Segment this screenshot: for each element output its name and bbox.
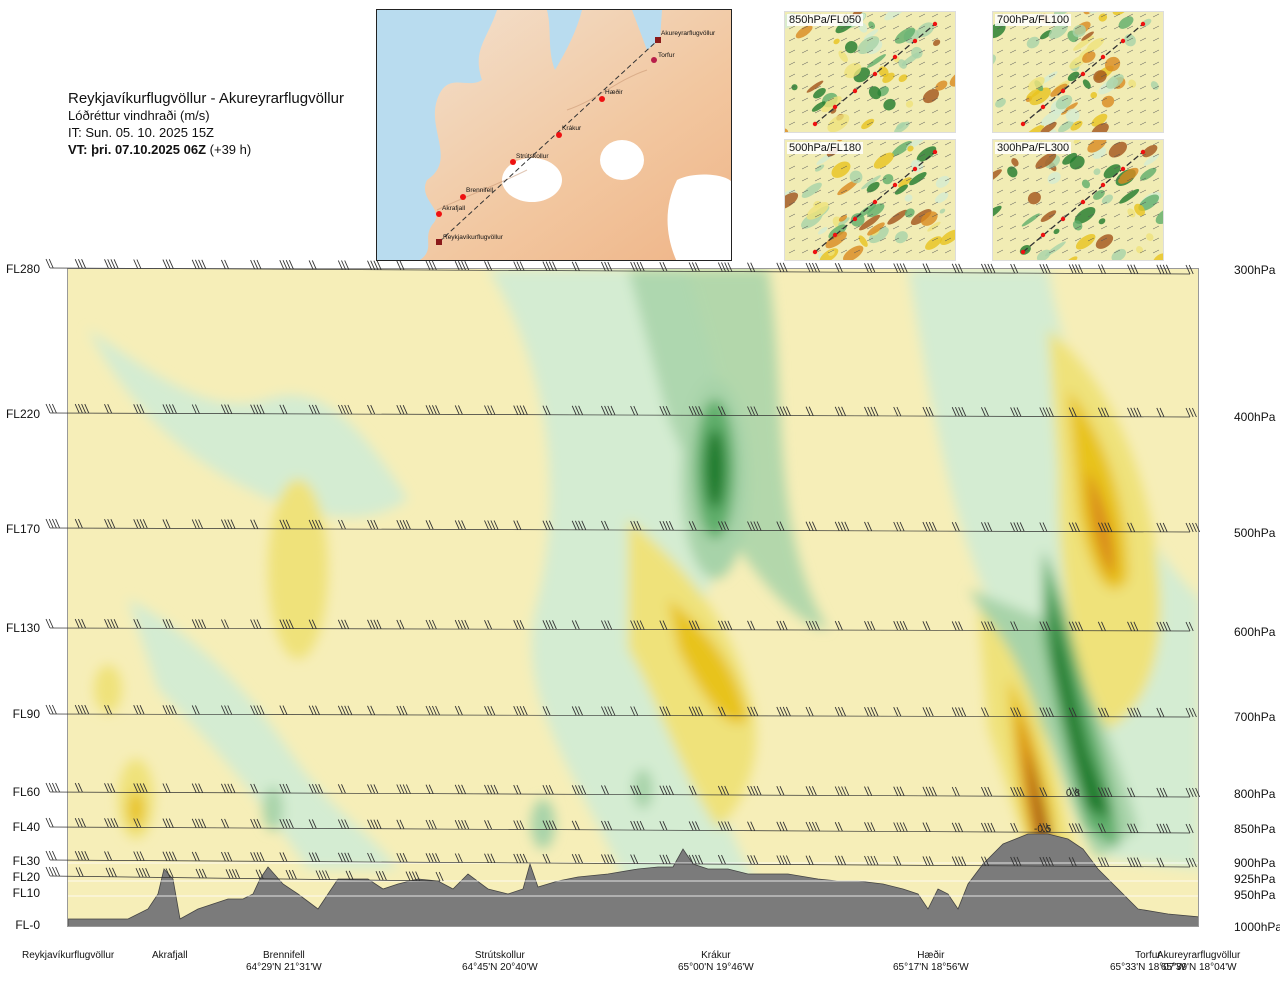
pressure-label-700: 700hPa	[1234, 710, 1276, 724]
parameter-label: Lóðréttur vindhraði (m/s)	[68, 108, 210, 123]
pressure-label-400: 400hPa	[1234, 410, 1276, 424]
wind-barb-row	[45, 866, 444, 882]
thumbnail-300hpa-label: 300hPa/FL300	[995, 142, 1072, 154]
map-station-haedir: Hæðir	[605, 88, 624, 96]
location-krakur: Krákur 65°00'N 19°46'W	[678, 950, 754, 973]
thumbnail-850hpa[interactable]: 850hPa/FL050	[784, 11, 956, 133]
pressure-label-300: 300hPa	[1234, 263, 1276, 277]
map-station-strutskollur: Strútskollur	[516, 153, 549, 160]
pressure-label-900: 900hPa	[1234, 856, 1276, 870]
thumbnail-850hpa-label: 850hPa/FL050	[787, 14, 864, 26]
location-akureyri: Akureyrarflugvöllur 65°39'N 18°04'W	[1157, 950, 1241, 973]
map-station-labels: Akureyrarflugvöllur Torfur Hæðir Krákur …	[442, 30, 716, 241]
fl-label-220: FL220	[5, 407, 40, 421]
wind-barb-row	[45, 403, 1197, 418]
map-station-akureyri: Akureyrarflugvöllur	[661, 30, 716, 37]
pressure-label-925: 925hPa	[1234, 872, 1276, 886]
route-title: Reykjavíkurflugvöllur - Akureyrarflugvöl…	[68, 90, 344, 107]
wind-barb-row	[45, 258, 1194, 275]
map-station-torfur: Torfur	[658, 52, 675, 59]
thumbnail-500hpa-label: 500hPa/FL180	[787, 142, 864, 154]
location-brennifell: Brennifell 64°29'N 21°31'W	[246, 950, 322, 973]
fl-label-280: FL280	[5, 262, 40, 276]
thumbnail-700hpa-label: 700hPa/FL100	[995, 14, 1072, 26]
thumbnail-850hpa-graphic	[785, 12, 955, 132]
location-akrafjall: Akrafjall	[152, 950, 188, 961]
location-reykjavik: Reykjavíkurflugvöllur	[22, 950, 115, 961]
location-torfur: Torfur 65°33'N 18°07'W	[1110, 950, 1186, 973]
wind-barb-row	[45, 817, 1194, 834]
lead-time: (+39 h)	[209, 142, 252, 157]
map-station-reykjavik: Reykjavíkurflugvöllur	[443, 234, 504, 241]
thumbnail-300hpa[interactable]: 300hPa/FL300	[992, 139, 1164, 261]
valid-time: VT: þri. 07.10.2025 06Z (+39 h)	[68, 142, 252, 157]
chart-title-block: Reykjavíkurflugvöllur - Akureyrarflugvöl…	[68, 90, 344, 158]
map-station-brennifell: Brennifell	[466, 187, 494, 194]
map-graphic: Akureyrarflugvöllur Torfur Hæðir Krákur …	[377, 10, 731, 260]
fl-label-130: FL130	[5, 621, 40, 635]
pressure-label-500: 500hPa	[1234, 526, 1276, 540]
location-strutskollur: Strútskollur 64°45'N 20°40'W	[462, 950, 538, 973]
vertical-velocity-field	[68, 269, 1198, 926]
map-station-akrafjall: Akrafjall	[442, 205, 466, 212]
map-station-markers	[436, 37, 661, 245]
pressure-label-950: 950hPa	[1234, 888, 1276, 902]
thumbnail-700hpa[interactable]: 700hPa/FL100	[992, 11, 1164, 133]
thumbnail-500hpa-graphic	[785, 140, 955, 260]
fl-label-10: FL10	[12, 886, 40, 900]
wind-barb-row	[45, 518, 1201, 533]
cross-section-plot: 0.8 -0.5	[67, 268, 1199, 927]
fl-label-30: FL30	[12, 854, 40, 868]
thumbnail-700hpa-graphic	[993, 12, 1163, 132]
pressure-label-850: 850hPa	[1234, 822, 1276, 836]
wind-barb-row	[45, 618, 1194, 632]
map-station-krakur: Krákur	[562, 125, 582, 132]
route-map: Akureyrarflugvöllur Torfur Hæðir Krákur …	[376, 9, 732, 261]
pressure-label-800: 800hPa	[1234, 787, 1276, 801]
thumbnail-300hpa-graphic	[993, 140, 1163, 260]
fl-label-90: FL90	[12, 707, 40, 721]
fl-label-170: FL170	[5, 522, 40, 536]
pressure-label-1000: 1000hPa	[1234, 920, 1280, 934]
fl-label-0: FL-0	[15, 918, 40, 932]
wind-barb-row	[45, 850, 1197, 868]
wind-barb-row	[45, 704, 1197, 718]
fl-label-60: FL60	[12, 785, 40, 799]
pressure-label-600: 600hPa	[1234, 625, 1276, 639]
location-haedir: Hæðir 65°17'N 18°56'W	[893, 950, 969, 973]
init-time: IT: Sun. 05. 10. 2025 15Z	[68, 125, 214, 140]
fl-label-40: FL40	[12, 820, 40, 834]
wind-barb-row	[45, 782, 1201, 798]
fl-label-20: FL20	[12, 870, 40, 884]
thumbnail-500hpa[interactable]: 500hPa/FL180	[784, 139, 956, 261]
contour-label-positive: 0.8	[1066, 788, 1080, 799]
